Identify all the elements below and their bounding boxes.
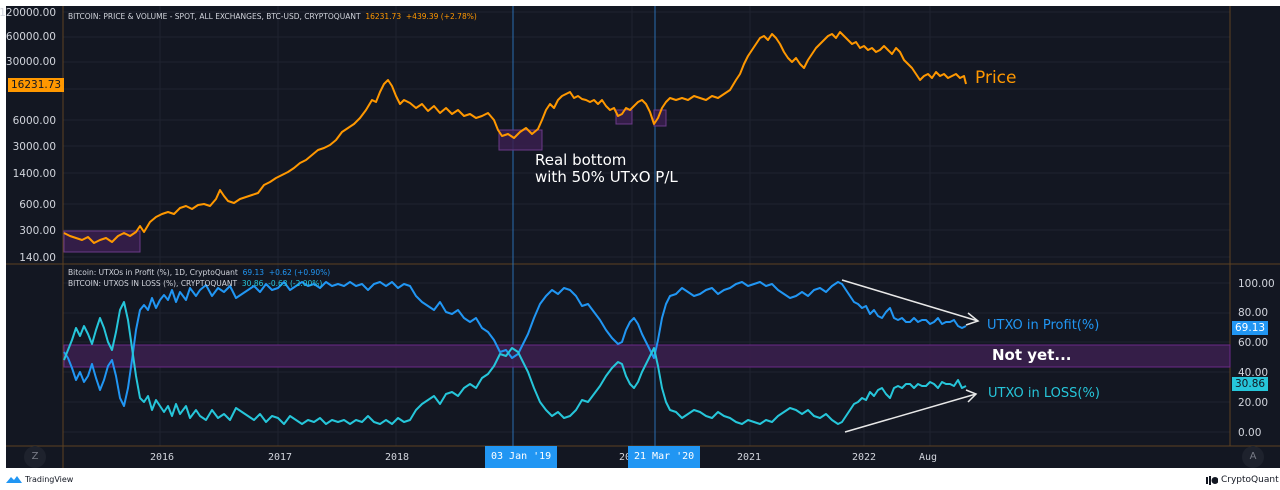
- x-tick: 2018: [385, 452, 410, 463]
- y-tick: 300.00: [19, 225, 56, 237]
- chart-frame: [6, 6, 1280, 468]
- price-last-tag: 16231.73: [8, 78, 65, 92]
- trend-arrows: [841, 279, 980, 433]
- y-tick: 600.00: [19, 199, 56, 211]
- y-tick: 40.00: [1238, 367, 1268, 379]
- profit-legend[interactable]: Bitcoin: UTXOs in Profit (%), 1D, Crypto…: [68, 268, 330, 277]
- tradingview-label: TradingView: [25, 475, 74, 484]
- y-tick: 1400.00: [13, 168, 56, 180]
- y-tick: 80.00: [1238, 307, 1268, 319]
- loss-last-tag: 30.86: [1232, 377, 1269, 391]
- loss-legend[interactable]: BITCOIN: UTXOS IN LOSS (%), CRYPTOQUANT …: [68, 279, 322, 288]
- bottom-box-2015: [63, 230, 141, 253]
- cryptoquant-label: CryptoQuant: [1221, 475, 1279, 485]
- price-legend[interactable]: BITCOIN: PRICE & VOLUME - SPOT, ALL EXCH…: [68, 12, 477, 21]
- profit-last-tag: 69.13: [1232, 321, 1269, 335]
- profit-legend-title: Bitcoin: UTXOs in Profit (%), 1D, Crypto…: [68, 268, 238, 277]
- x-tick: 2016: [150, 452, 175, 463]
- price-line: [63, 31, 967, 244]
- auto-scale-button[interactable]: A: [1242, 446, 1264, 468]
- y-tick: 60000.00: [6, 31, 56, 43]
- price-legend-value: 16231.73: [365, 12, 402, 21]
- bottom-grid: [63, 282, 1230, 433]
- annotation-real-bottom: Real bottom with 50% UTxO P/L: [535, 152, 678, 186]
- x-tick: 2021: [737, 452, 762, 463]
- percent-axis: 100.00 80.00 60.00 40.00 20.00 0.00: [1238, 278, 1275, 439]
- x-marker-mar20: 21 Mar '20: [628, 446, 701, 468]
- y-tick: 6000.00: [13, 115, 56, 127]
- loss-legend-title: BITCOIN: UTXOS IN LOSS (%), CRYPTOQUANT: [68, 279, 238, 288]
- tradingview-logo[interactable]: TradingView: [6, 475, 73, 484]
- profit-line: [63, 281, 967, 407]
- zoom-reset-button[interactable]: Z: [24, 446, 46, 468]
- x-tick: Aug: [919, 452, 938, 463]
- annotation-not-yet: Not yet...: [992, 346, 1072, 364]
- y-tick: 30000.00: [6, 56, 56, 68]
- cryptoquant-logo[interactable]: CryptoQuant: [1206, 475, 1279, 485]
- top-grid: [63, 6, 1230, 446]
- y-tick: 100.00: [1238, 278, 1275, 290]
- bottom-box-2018: [498, 129, 543, 151]
- x-tick: 2017: [268, 452, 293, 463]
- loss-legend-change: -0.63 (-2.00%): [268, 279, 323, 288]
- profit-legend-value: 69.13: [242, 268, 265, 277]
- price-axis: 120000.00 60000.00 30000.00 6000.00 3000…: [0, 7, 56, 264]
- y-tick: 20.00: [1238, 397, 1268, 409]
- y-tick: 140.00: [19, 252, 56, 264]
- x-tick: 2022: [852, 452, 877, 463]
- y-tick: 3000.00: [13, 141, 56, 153]
- price-legend-title: BITCOIN: PRICE & VOLUME - SPOT, ALL EXCH…: [68, 12, 361, 21]
- loss-legend-value: 30.86: [241, 279, 264, 288]
- cryptoquant-icon: [1206, 475, 1218, 485]
- annotation-utxo-loss: UTXO in LOSS(%): [988, 386, 1100, 401]
- annotation-real-bottom-line2: with 50% UTxO P/L: [535, 168, 678, 186]
- annotation-real-bottom-line1: Real bottom: [535, 151, 627, 169]
- loss-line: [63, 301, 967, 425]
- y-tick: 0.00: [1238, 427, 1261, 439]
- profit-legend-change: +0.62 (+0.90%): [268, 268, 331, 277]
- x-marker-jan19: 03 Jan '19: [485, 446, 558, 468]
- x-tick: 20: [619, 452, 632, 463]
- annotation-price: Price: [975, 68, 1017, 88]
- y-tick: 120000.00: [0, 7, 56, 19]
- y-tick: 60.00: [1238, 337, 1268, 349]
- price-legend-change: +439.39 (+2.78%): [405, 12, 477, 21]
- tradingview-icon: [6, 476, 22, 483]
- bottom-box-2020: [653, 109, 667, 127]
- annotation-utxo-profit: UTXO in Profit(%): [987, 318, 1100, 333]
